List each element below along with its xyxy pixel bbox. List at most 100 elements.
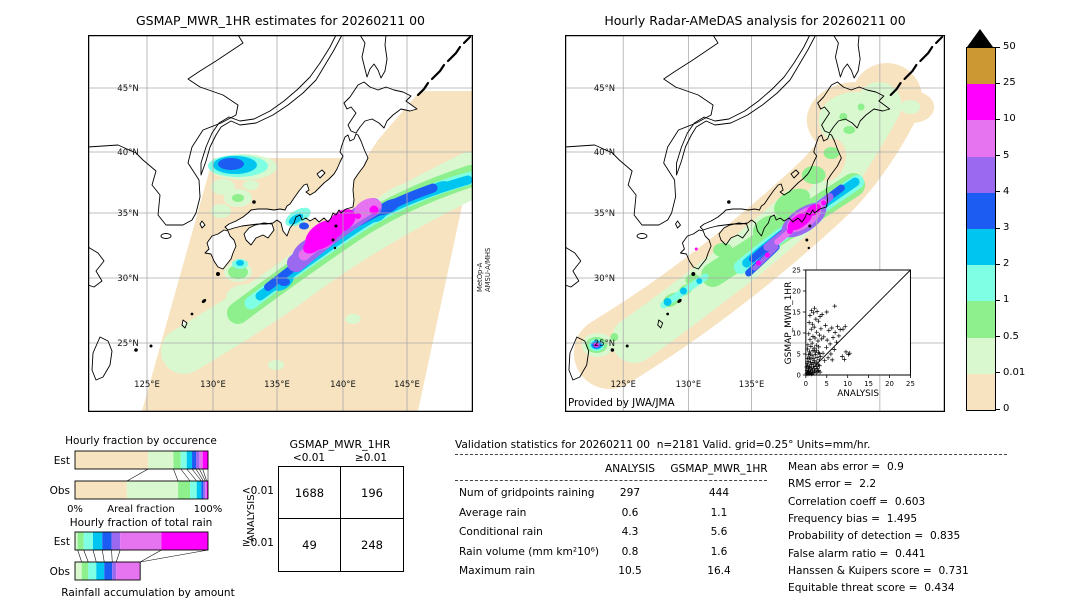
scatter-point <box>809 327 814 332</box>
bar-connector <box>199 468 206 482</box>
validation-title: Validation statistics for 20260211 00 n=… <box>455 439 1007 455</box>
inset-x-tick: 5 <box>825 380 829 388</box>
stat-row-label: Conditional rain <box>459 526 543 539</box>
bar-outline <box>74 480 209 500</box>
inset-scatter-plot: 00 5 5 10 10 15 15 20 20 25 25 ANALYSIS GSMAP_MWR_… <box>784 266 915 399</box>
stat-analysis-value: 10.5 <box>618 565 642 578</box>
stat-gsmap-value: 5.6 <box>710 526 728 539</box>
colorbar-tick-label: 4 <box>1003 185 1010 197</box>
colorbar-tick-label: 10 <box>1003 113 1016 125</box>
scatter-point <box>832 330 838 335</box>
lat-tick-label: 45°N <box>117 84 138 94</box>
bar-segment <box>148 451 174 469</box>
x-axis-label: Areal fraction <box>107 504 174 515</box>
right-map-title: Hourly Radar-AMeDAS analysis for 2026021… <box>604 13 906 28</box>
scatter-point <box>816 344 821 350</box>
stats-col-analysis: ANALYSIS <box>605 463 655 475</box>
scatter-point <box>805 342 811 347</box>
scatter-point <box>811 310 816 315</box>
scatter-point <box>828 351 834 357</box>
bar-connector <box>173 468 179 482</box>
scatter-point <box>808 356 814 362</box>
scatter-point <box>840 354 845 359</box>
scatter-point <box>817 351 822 356</box>
lat-tick-label: 25°N <box>117 339 138 349</box>
bar-connector <box>92 549 97 563</box>
scatter-point <box>806 352 811 357</box>
inset-x-tick: 25 <box>906 380 915 388</box>
lat-tick-label: 40°N <box>594 147 615 157</box>
stat-row-label: Average rain <box>459 506 527 519</box>
lat-tick-label: 35°N <box>117 209 138 219</box>
inset-y-tick: 25 <box>792 266 801 274</box>
scatter-point <box>840 327 846 332</box>
inset-x-tick: 20 <box>885 380 894 388</box>
stat-analysis-value: 0.8 <box>621 545 639 558</box>
colorbar-block <box>967 265 995 302</box>
stat-analysis-value: 0.6 <box>621 506 639 519</box>
x-right-label: 100% <box>194 504 223 515</box>
scatter-point <box>821 334 826 339</box>
right-map-grid <box>565 35 945 412</box>
bar-segment <box>75 532 78 550</box>
colorbar-tick-label: 0.5 <box>1003 330 1019 342</box>
contingency-col-label: <0.01 <box>292 452 326 464</box>
colorbar-tick <box>995 46 1000 48</box>
occurrence-bars <box>74 450 209 500</box>
lon-tick-label: 125°E <box>134 380 160 390</box>
scatter-point <box>814 359 819 365</box>
scatter-point <box>818 326 824 331</box>
score-line: RMS error = 2.2 <box>788 478 877 491</box>
scatter-point <box>817 369 823 375</box>
colorbar-block <box>967 156 995 193</box>
contingency-cell: 49 <box>279 519 341 571</box>
bar-outline <box>74 450 209 470</box>
scatter-point <box>824 345 829 350</box>
right-map-tick-labels: 45°N 40°N 35°N 30°N 25°N 125°E 130°E 135°E <box>594 83 764 389</box>
bar-connector <box>195 468 204 482</box>
scatter-point <box>806 331 811 336</box>
colorbar-block <box>967 48 995 85</box>
scatter-point <box>806 369 811 374</box>
lon-tick-label: 135°E <box>264 380 290 390</box>
scatter-point <box>817 332 822 338</box>
stat-row-label: Rain volume (mm km²10⁶) <box>459 545 599 558</box>
bar-segment <box>104 562 113 580</box>
lon-tick-label: 130°E <box>676 379 701 389</box>
scatter-point <box>807 349 812 355</box>
contingency-row-label: ≥0.01 <box>241 537 274 549</box>
lon-tick-label: 140°E <box>330 380 356 390</box>
bar-segment <box>75 562 82 580</box>
stat-gsmap-value: 16.4 <box>707 565 731 578</box>
left-map-tick-labels: 45°N 40°N 35°N 30°N 25°N 125°E 130°E 135°E 140°E… <box>117 84 420 390</box>
satellite-instrument-note: MetOp-A AMSU-A/MHS <box>476 247 492 292</box>
scatter-point <box>814 330 819 335</box>
stats-header-rule <box>455 480 767 481</box>
validation-stats: Validation statistics for 20260211 00 n=… <box>455 439 1065 611</box>
scatter-point <box>817 363 822 368</box>
scatter-point <box>814 348 819 353</box>
scatter-point <box>811 356 816 361</box>
lat-tick-label: 30°N <box>594 273 615 283</box>
scatter-point <box>813 316 819 322</box>
scatter-point <box>829 325 834 331</box>
colorbar-tick-label: 50 <box>1003 41 1016 52</box>
scatter-point <box>807 364 812 369</box>
colorbar-block <box>967 192 995 229</box>
bar-segment <box>88 562 97 580</box>
bar-segment <box>75 451 149 469</box>
colorbar-overflow-triangle <box>967 29 993 47</box>
inset-y-tick: 15 <box>792 308 801 316</box>
bar-connector <box>83 549 89 563</box>
bar-segment <box>190 481 197 499</box>
x-left-label: 0% <box>67 504 83 515</box>
inset-y-tick: 5 <box>797 350 801 358</box>
colorbar-tick <box>995 82 1000 84</box>
lon-tick-label: 135°E <box>739 379 764 389</box>
scatter-point <box>810 322 815 327</box>
scatter-points <box>804 303 852 377</box>
bar-segment <box>120 532 162 550</box>
bar-segment <box>77 532 84 550</box>
colorbar-block <box>967 301 995 338</box>
